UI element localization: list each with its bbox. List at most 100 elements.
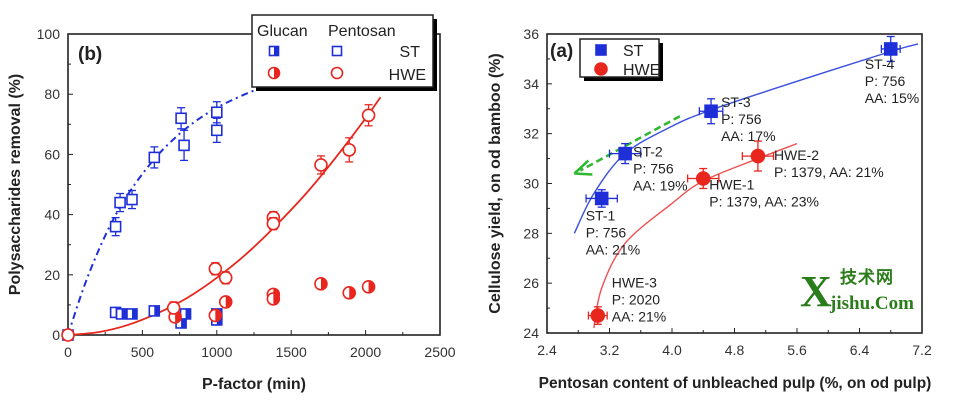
legend-marker-st-pentosan bbox=[331, 45, 343, 57]
point-label: ST-3 bbox=[721, 94, 751, 110]
watermark-x: X bbox=[800, 267, 832, 316]
trend-arrow-line bbox=[579, 115, 681, 172]
data-point bbox=[211, 124, 223, 137]
x-tick-label: 6.4 bbox=[850, 342, 870, 358]
marker-circle bbox=[61, 328, 75, 342]
data-point bbox=[314, 277, 328, 291]
y-axis-label: Cellulose yield, on od bamboo (%) bbox=[487, 53, 504, 313]
point-label: P: 756 bbox=[586, 224, 627, 240]
marker-circle bbox=[342, 143, 357, 157]
marker-circle bbox=[590, 308, 606, 323]
marker-square bbox=[595, 44, 607, 56]
marker-fill bbox=[225, 295, 232, 308]
data-point bbox=[618, 146, 632, 161]
point-label: P: 756 bbox=[633, 161, 674, 177]
y-tick-label: 30 bbox=[523, 176, 539, 192]
legend-label-hwe: HWE bbox=[623, 62, 660, 79]
data-point bbox=[126, 308, 138, 320]
marker-square bbox=[114, 196, 126, 209]
fit-line-st bbox=[67, 89, 255, 336]
point-label: ST-1 bbox=[586, 207, 616, 223]
point-label: AA: 19% bbox=[633, 178, 687, 194]
y-tick-label: 0 bbox=[52, 327, 60, 343]
x-tick-label: 4.0 bbox=[662, 342, 682, 358]
data-point bbox=[208, 308, 223, 323]
data-point bbox=[342, 143, 357, 157]
marker-fill bbox=[368, 280, 375, 293]
data-point bbox=[148, 151, 161, 164]
y-tick-label: 34 bbox=[523, 76, 539, 92]
data-point bbox=[266, 216, 281, 231]
x-tick-label: 0 bbox=[64, 344, 72, 360]
marker-circle bbox=[361, 108, 376, 123]
data-point bbox=[695, 171, 711, 186]
marker-square bbox=[618, 146, 632, 161]
data-point bbox=[126, 193, 138, 206]
marker-square bbox=[594, 191, 609, 206]
data-point bbox=[342, 286, 357, 300]
point-label: ST-2 bbox=[633, 144, 663, 160]
x-tick-label: 1000 bbox=[201, 344, 232, 360]
legend-label-hwe: HWE bbox=[389, 67, 426, 84]
marker-fill bbox=[121, 308, 127, 319]
trend-arrow-head bbox=[573, 159, 593, 176]
point-label: ST-4 bbox=[865, 56, 895, 72]
legend-marker-hwe-pentosan bbox=[330, 66, 344, 80]
y-tick-label: 28 bbox=[523, 225, 539, 241]
marker-circle bbox=[695, 171, 711, 186]
marker-square bbox=[883, 42, 898, 56]
point-label: AA: 15% bbox=[865, 90, 919, 106]
x-axis-label: Pentosan content of unbleached pulp (%, … bbox=[539, 375, 932, 392]
point-label: HWE-2 bbox=[774, 147, 819, 163]
data-point bbox=[704, 104, 718, 119]
legend-marker-hwe bbox=[594, 62, 608, 76]
marker-circle bbox=[266, 216, 281, 231]
point-label: P: 2020 bbox=[612, 292, 660, 308]
marker-circle bbox=[166, 301, 181, 315]
data-point bbox=[175, 112, 187, 125]
fit-line-hwe bbox=[67, 96, 382, 336]
marker-fill bbox=[154, 305, 160, 316]
legend-header-pentosan: Pentosan bbox=[328, 23, 396, 40]
data-point bbox=[211, 106, 223, 119]
panel-label: (a) bbox=[550, 41, 573, 62]
x-tick-label: 1500 bbox=[276, 344, 307, 360]
data-point bbox=[594, 191, 609, 206]
marker-circle bbox=[594, 62, 608, 76]
data-point bbox=[218, 271, 233, 285]
point-label: AA: 21% bbox=[586, 241, 640, 257]
marker-fill bbox=[131, 308, 137, 319]
marker-fill bbox=[349, 286, 356, 299]
marker-fill bbox=[181, 317, 187, 328]
marker-fill bbox=[274, 46, 279, 56]
marker-circle bbox=[750, 148, 766, 164]
y-tick-label: 80 bbox=[44, 86, 60, 102]
data-point bbox=[266, 292, 281, 306]
data-point bbox=[148, 305, 161, 317]
point-label: AA: 17% bbox=[721, 128, 775, 144]
data-point bbox=[109, 220, 122, 233]
data-point bbox=[208, 261, 223, 276]
marker-square bbox=[148, 151, 161, 164]
point-label: HWE-1 bbox=[709, 177, 754, 193]
panel-label: (b) bbox=[78, 44, 102, 65]
x-tick-label: 5.6 bbox=[787, 342, 807, 358]
legend-marker-st bbox=[595, 44, 607, 56]
marker-circle bbox=[330, 66, 344, 80]
legend-label-st: ST bbox=[623, 43, 644, 60]
data-point bbox=[178, 139, 190, 152]
point-label: AA: 21% bbox=[612, 309, 666, 325]
marker-fill bbox=[320, 277, 327, 290]
marker-square bbox=[178, 139, 190, 152]
point-label: P: 1379, AA: 23% bbox=[709, 194, 819, 210]
data-point bbox=[590, 308, 606, 323]
point-label: HWE-3 bbox=[612, 275, 657, 291]
x-tick-label: 4.8 bbox=[725, 342, 745, 358]
x-tick-label: 500 bbox=[131, 344, 155, 360]
marker-square bbox=[109, 220, 122, 233]
marker-fill bbox=[274, 67, 280, 79]
watermark-text: jishu.Com bbox=[830, 293, 914, 314]
legend-box bbox=[579, 38, 660, 78]
legend-label-st: ST bbox=[400, 44, 421, 61]
x-tick-label: 2.4 bbox=[537, 342, 557, 358]
